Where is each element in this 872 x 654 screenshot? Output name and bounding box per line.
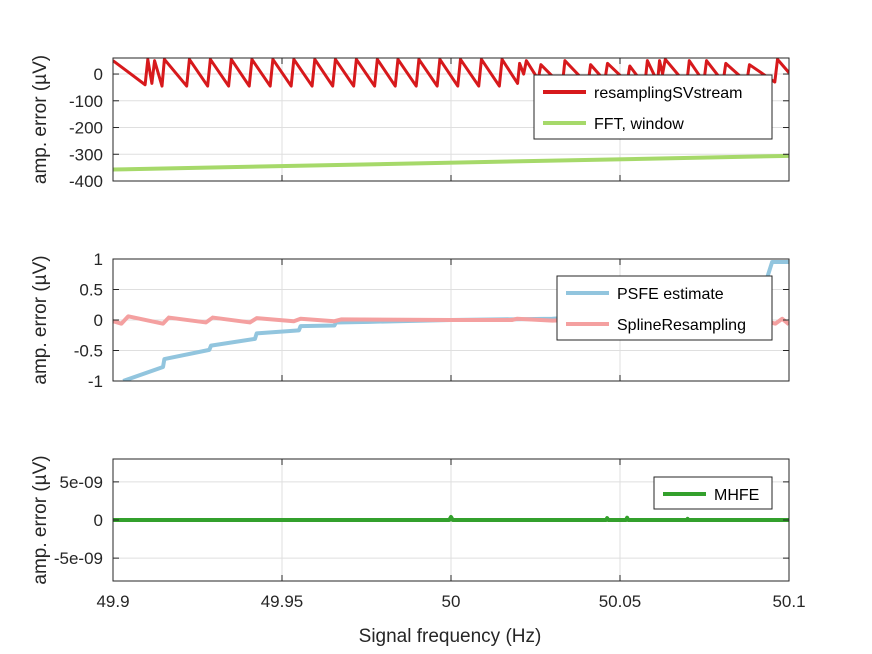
x-tick-label: 49.95 [261, 592, 304, 611]
legend-label: PSFE estimate [617, 286, 724, 303]
y-tick-label: -1 [88, 372, 103, 391]
y-tick-label: -5e-09 [54, 549, 103, 568]
x-tick-label: 50.1 [772, 592, 805, 611]
legend-label: MHFE [714, 487, 759, 504]
legend-box [556, 275, 773, 341]
y-tick-label: 1 [94, 250, 103, 269]
y-tick-label: -300 [69, 145, 103, 164]
y-tick-label: -100 [69, 92, 103, 111]
y-tick-label: 0.5 [79, 281, 103, 300]
y-tick-label: 5e-09 [60, 473, 103, 492]
y-axis-label: amp. error (µV) [30, 55, 51, 184]
subplot-2: 1 0.5 0 -0.5 -1 amp. error (µV) PSFE estimate S… [30, 250, 790, 391]
x-tick-label: 49.9 [96, 592, 129, 611]
series-line-1-1 [113, 58, 789, 88]
legend-label: resamplingSVstream [594, 85, 743, 102]
y-axis-label: amp. error (µV) [30, 255, 51, 384]
y-tick-label: 0 [94, 311, 103, 330]
x-tick-label: 50.05 [599, 592, 642, 611]
y-tick-label: -200 [69, 119, 103, 138]
legend-label: FFT, window [594, 116, 684, 133]
legend-label: SplineResampling [617, 317, 746, 334]
series-line-3-1 [113, 514, 789, 522]
legend: MHFE [653, 476, 773, 510]
y-tick-label: 0 [94, 65, 103, 84]
subplot-1: 0 -100 -200 -300 -400 amp. error (µV) resampli… [30, 55, 790, 191]
x-axis-label: Signal frequency (Hz) [359, 626, 542, 647]
y-axis-label: amp. error (µV) [30, 455, 51, 584]
legend: PSFE estimate SplineResampling [556, 275, 773, 341]
legend-box [533, 74, 773, 140]
series-line-1-2 [113, 153, 789, 172]
x-tick-label: 50 [442, 592, 461, 611]
y-tick-label: -400 [69, 172, 103, 191]
legend: resamplingSVstream FFT, window [533, 74, 773, 140]
subplot-3: 5e-09 0 -5e-09 49.9 49.95 50 50.05 50.1 amp. err… [30, 455, 806, 611]
y-tick-label: -0.5 [74, 342, 103, 361]
y-tick-label: 0 [94, 511, 103, 530]
